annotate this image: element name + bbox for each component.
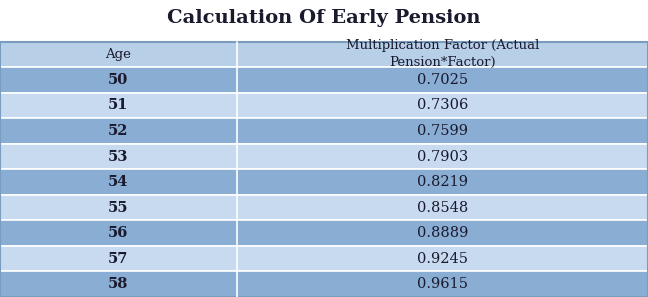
Text: 57: 57 <box>108 252 128 266</box>
Bar <box>0 169 648 195</box>
Bar <box>0 246 648 271</box>
Text: 0.7903: 0.7903 <box>417 149 468 164</box>
Text: 0.9615: 0.9615 <box>417 277 468 291</box>
Bar <box>0 144 648 169</box>
Text: 0.9245: 0.9245 <box>417 252 468 266</box>
Bar <box>0 271 648 297</box>
Text: 0.7599: 0.7599 <box>417 124 468 138</box>
Text: 50: 50 <box>108 73 128 87</box>
Text: Age: Age <box>106 48 131 61</box>
Bar <box>0 42 648 67</box>
Bar <box>0 220 648 246</box>
Bar <box>0 67 648 93</box>
Text: 0.7306: 0.7306 <box>417 98 468 113</box>
Bar <box>0 42 648 297</box>
Bar <box>0 93 648 118</box>
Text: 0.8219: 0.8219 <box>417 175 468 189</box>
Text: Multiplication Factor (Actual
Pension*Factor): Multiplication Factor (Actual Pension*Fa… <box>345 39 539 69</box>
Text: 51: 51 <box>108 98 128 113</box>
Text: 53: 53 <box>108 149 128 164</box>
Text: 54: 54 <box>108 175 128 189</box>
Text: 0.8548: 0.8548 <box>417 200 468 215</box>
Text: 52: 52 <box>108 124 128 138</box>
Text: Calculation Of Early Pension: Calculation Of Early Pension <box>167 9 481 27</box>
Bar <box>0 195 648 220</box>
Text: 55: 55 <box>108 200 128 215</box>
Text: 56: 56 <box>108 226 128 240</box>
Text: 0.8889: 0.8889 <box>417 226 468 240</box>
Text: 0.7025: 0.7025 <box>417 73 468 87</box>
Text: 58: 58 <box>108 277 128 291</box>
Bar <box>0 118 648 144</box>
